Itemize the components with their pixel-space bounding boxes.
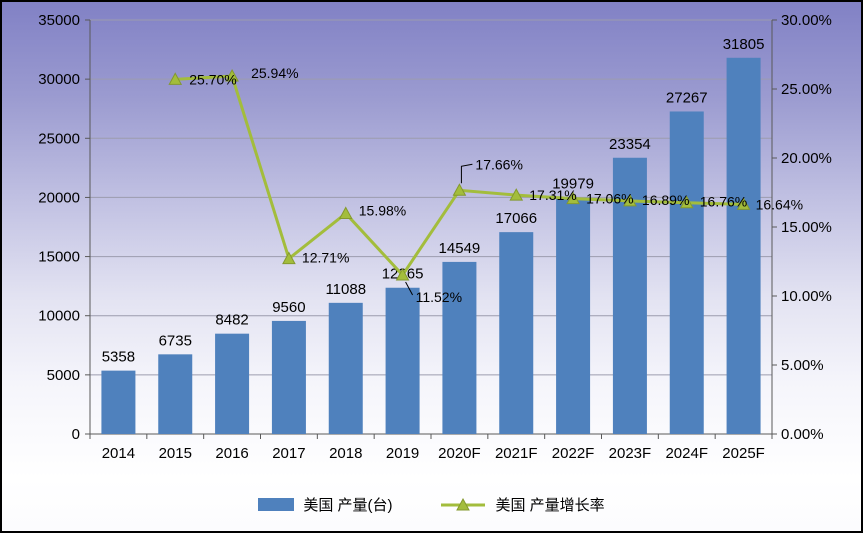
line-value-label: 25.70% [189,71,236,87]
bar-2021F [499,232,534,434]
line-value-label: 16.76% [700,194,747,210]
line-value-label: 16.64% [756,196,803,212]
bar-value-label: 14549 [439,240,481,257]
y-tick-label: 30000 [38,71,80,88]
x-tick-label: 2015 [159,445,192,462]
y2-tick-label: 15.00% [781,219,832,236]
line-value-label: 11.52% [416,289,462,305]
y2-tick-label: 30.00% [781,12,832,29]
marker-2018 [338,206,353,219]
x-tick-label: 2018 [329,445,362,462]
legend: 美国 产量(台) 美国 产量增长率 [2,494,861,515]
legend-bar-swatch [258,498,295,511]
bar-value-label: 8482 [215,312,248,329]
line-value-label: 15.98% [359,202,406,218]
y2-tick-label: 10.00% [781,288,832,305]
legend-label-growth: 美国 产量增长率 [495,497,605,514]
bar-value-label: 23354 [609,136,651,153]
bar-2018 [328,302,363,434]
y2-tick-label: 25.00% [781,81,832,98]
bar-2020F [442,261,477,434]
bar-value-label: 19979 [552,176,594,193]
leader-line [405,281,414,296]
bar-value-label: 6735 [159,332,192,349]
line-value-label: 17.31% [529,187,576,203]
marker-2020F [452,183,467,196]
line-value-label: 16.89% [642,192,689,208]
y-tick-label: 5000 [47,367,80,384]
marker-2025F [736,197,751,210]
marker-2015 [168,72,183,85]
bar-2019 [385,287,420,434]
x-tick-label: 2021F [495,445,538,462]
bar-2016 [215,333,250,434]
legend-label-production: 美国 产量(台) [303,497,393,514]
legend-line-swatch-marker [455,497,470,510]
marker-2023F [623,193,637,207]
x-tick-label: 2016 [215,445,248,462]
bar-value-label: 17066 [495,210,537,227]
legend-item-growth: 美国 产量增长率 [439,494,605,515]
bar-2025F [726,57,761,434]
y-tick-label: 35000 [38,12,80,29]
marker-2017 [282,251,296,265]
bar-2015 [158,354,193,434]
line-value-label: 17.06% [586,191,633,207]
line-value-label: 12.71% [302,250,349,266]
x-tick-label: 2019 [386,445,419,462]
x-tick-label: 2024F [665,445,708,462]
x-tick-label: 2025F [722,445,765,462]
marker-2021F [509,188,524,201]
marker-2016 [225,68,239,82]
leader-line [460,163,473,184]
x-tick-label: 2014 [102,445,135,462]
x-tick-label: 2020F [438,445,481,462]
bar-2014 [101,370,136,434]
y-tick-label: 20000 [38,189,80,206]
y2-tick-label: 0.00% [781,426,824,443]
y2-tick-label: 5.00% [781,357,824,374]
bar-value-label: 11088 [325,281,366,298]
line-value-label: 17.66% [475,156,522,172]
y-tick-label: 10000 [38,308,80,325]
bar-value-label: 5358 [102,349,135,366]
bar-value-label: 27267 [666,89,708,106]
y-tick-label: 0 [72,426,80,443]
x-tick-label: 2017 [272,445,305,462]
legend-line-swatch [440,497,485,510]
bar-value-label: 9560 [272,299,305,316]
y-tick-label: 15000 [38,249,80,266]
line-value-label: 25.94% [251,65,298,81]
x-tick-label: 2022F [552,445,595,462]
bar-2022F [556,197,591,434]
marker-2024F [679,195,694,209]
y-tick-label: 25000 [38,130,80,147]
legend-item-production: 美国 产量(台) [258,494,393,515]
x-tick-label: 2023F [609,445,652,462]
marker-2019 [395,267,410,281]
bar-2024F [669,111,704,435]
marker-2022F [566,191,580,205]
bar-value-label: 31805 [723,36,765,53]
y2-tick-label: 20.00% [781,150,832,167]
bar-2017 [271,320,306,434]
